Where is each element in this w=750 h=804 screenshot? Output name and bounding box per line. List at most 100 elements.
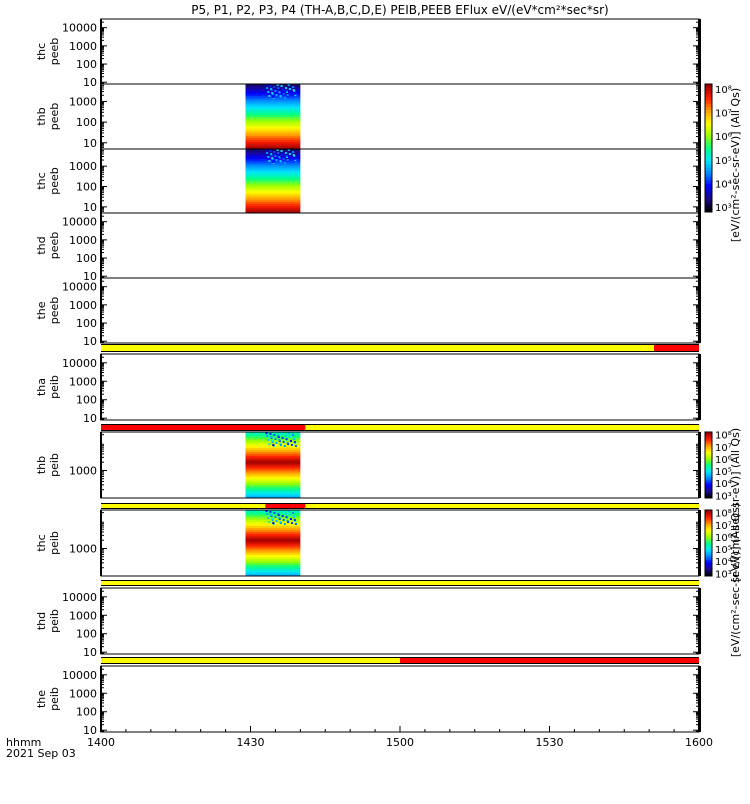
ytick-label-4-1: 100	[76, 317, 97, 330]
spectrogram-noise-6-0-21	[267, 439, 270, 441]
colorbar-0-cell-0	[705, 208, 712, 213]
spectrogram-block-7-0-band-3	[245, 568, 301, 571]
colorbar-1-cell-26	[705, 453, 712, 456]
colorbar-0-cell-17	[705, 154, 712, 159]
spectrogram-block-2-0-band-17	[245, 179, 301, 182]
colorbar-2-cell-5	[705, 566, 712, 569]
colorbar-0-cell-25	[705, 128, 712, 133]
spectrogram-noise-6-0-25	[266, 435, 269, 437]
spectrogram-noise-6-0-34	[271, 440, 274, 442]
colorbar-2-cell-38	[705, 511, 712, 514]
spectrogram-block-1-0-band-10	[245, 127, 301, 131]
spectrogram-block-6-0-band-20	[245, 457, 301, 460]
colorbar-1-cell-2	[705, 493, 712, 496]
colorbar-1-cell-25	[705, 455, 712, 458]
spectrogram-block-7-0-band-25	[245, 525, 301, 528]
colorbar-2-cell-3	[705, 569, 712, 572]
chart-title: P5, P1, P2, P3, P4 (TH-A,B,C,D,E) PEIB,P…	[191, 3, 608, 17]
colorbar-1-tick-3: 10⁶	[715, 455, 732, 466]
colorbar-0-cell-22	[705, 138, 712, 143]
panel-label-product-3: peeb	[48, 232, 61, 260]
colorbar-1-cell-0	[705, 496, 712, 499]
spectrogram-noise-7-0-25	[266, 513, 269, 515]
spectrogram-noise-6-0-17	[268, 443, 271, 445]
spectrogram-block-6-0-band-7	[245, 482, 301, 485]
spectrogram-block-7-0-band-10	[245, 554, 301, 558]
spectrogram-block-1-0-band-25	[245, 99, 301, 102]
spectrogram-block-2-0-band-5	[245, 201, 301, 205]
spectrogram-noise-7-0-35	[278, 517, 281, 519]
colorbar-2-cell-13	[705, 552, 712, 556]
status-bar-seg-6-2	[305, 504, 699, 508]
spectrogram-noise-2-0-20	[289, 157, 292, 159]
spectrogram-noise-2-0-23	[281, 154, 284, 156]
spectrogram-noise-2-0-33	[293, 158, 296, 160]
colorbar-2-cell-2	[705, 571, 712, 574]
spectrogram-block-2-0-band-4	[245, 203, 301, 206]
spectrogram-block-1-0-band-30	[245, 89, 301, 93]
colorbar-1-cell-1	[705, 494, 712, 497]
panel-right-edge-4	[698, 278, 701, 343]
spectrogram-block-6-0-band-15	[245, 466, 301, 470]
spectrogram-block-7-0-band-17	[245, 541, 301, 544]
spectrogram-noise-7-0-13	[269, 511, 272, 513]
status-bar-seg-5-0	[101, 425, 306, 430]
spectrogram-block-6-0-band-24	[245, 449, 301, 452]
spectrogram-block-1-0-band-32	[245, 85, 301, 89]
colorbar-1-cell-19	[705, 465, 712, 468]
ytick-label-5-0: 10	[83, 412, 97, 425]
spectrogram-noise-1-0-38	[270, 88, 273, 90]
colorbar-2-tick-3: 10⁶	[715, 533, 732, 544]
colorbar-1-cell-34	[705, 440, 712, 443]
spectrogram-noise-6-0-15	[283, 445, 286, 447]
spectrogram-noise-7-0-39	[277, 513, 280, 515]
spectrogram-noise-7-0-23	[281, 515, 284, 517]
panel-label-probe-0: thc	[35, 43, 48, 60]
spectrogram-block-2-0-band-13	[245, 186, 301, 190]
xtick-label-0: 1400	[87, 736, 115, 749]
spectrogram-block-6-0-band-13	[245, 470, 301, 474]
spectrogram-block-1-0-band-19	[245, 110, 301, 114]
colorbar-2-tick-2: 10⁵	[715, 545, 732, 556]
spectrogram-block-6-0-band-6	[245, 484, 301, 487]
panel-right-edge-2	[698, 149, 701, 213]
colorbar-2-cell-26	[705, 531, 712, 534]
spectrogram-block-1-0-band-23	[245, 103, 301, 106]
colorbar-0-cell-1	[705, 205, 712, 210]
spectrogram-block-7-0-band-12	[245, 550, 301, 554]
colorbar-2-cell-34	[705, 518, 712, 521]
spectrogram-noise-1-0-26	[273, 86, 276, 88]
spectrogram-block-7-0-band-22	[245, 531, 301, 534]
panel-label-probe-4: the	[35, 301, 48, 319]
panel-right-edge-5	[698, 354, 701, 420]
spectrogram-noise-1-0-34	[271, 92, 274, 94]
panel-left-edge-7	[100, 510, 102, 576]
spectrogram-noise-6-0-38	[270, 436, 273, 438]
spectrogram-noise-6-0-36	[285, 438, 288, 440]
colorbar-0-cell-29	[705, 116, 712, 120]
ytick-label-4-2: 1000	[69, 299, 97, 312]
status-bar-seg-4-0	[101, 345, 655, 351]
colorbar-0-cell-35	[705, 96, 712, 101]
spectrogram-block-1-0-band-7	[245, 133, 301, 137]
spectrogram-noise-2-0-14	[276, 149, 279, 151]
colorbar-0-cell-36	[705, 93, 712, 98]
spectrogram-noise-7-0-26	[273, 512, 276, 514]
ytick-label-1-1: 100	[76, 116, 97, 129]
colorbar-2-cell-15	[705, 549, 712, 552]
panel-label-product-4: peeb	[48, 297, 61, 325]
spectrogram-block-2-0-band-31	[245, 152, 301, 156]
spectrogram-noise-2-0-31	[279, 160, 282, 162]
spectrogram-noise-1-0-15	[283, 97, 286, 99]
spectrogram-noise-6-0-28	[287, 432, 290, 434]
colorbar-1-cell-9	[705, 481, 712, 484]
spectrogram-noise-1-0-16	[291, 96, 293, 98]
spectrogram-noise-2-0-0	[265, 149, 268, 151]
colorbar-1-cell-4	[705, 489, 712, 492]
colorbar-0-tick-4: 10⁷	[715, 109, 732, 120]
colorbar-1-cell-17	[705, 468, 712, 471]
colorbar-1-cell-28	[705, 450, 712, 453]
colorbar-2-cell-12	[705, 554, 712, 557]
colorbar-2-cell-18	[705, 544, 712, 547]
